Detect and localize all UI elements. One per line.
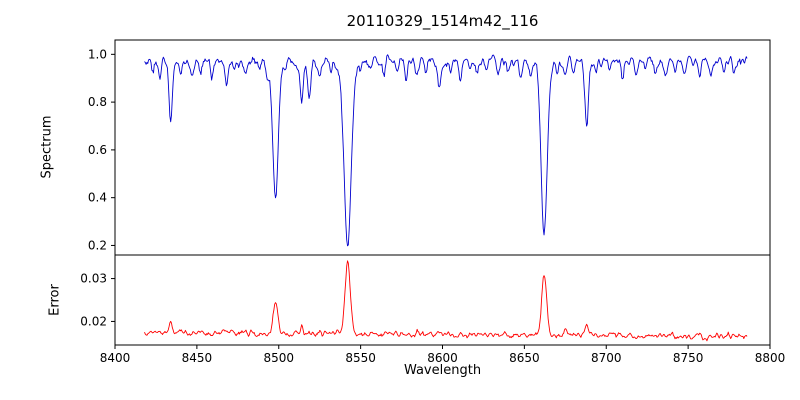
spectrum-y-tick-label: 0.4 <box>88 191 107 205</box>
x-tick-label: 8500 <box>263 351 294 365</box>
spectrum-y-tick-label: 0.6 <box>88 143 107 157</box>
x-tick-label: 8450 <box>182 351 213 365</box>
error-axes-box <box>114 254 771 346</box>
spectrum-y-tick-label: 0.2 <box>88 238 107 252</box>
x-tick-label: 8600 <box>427 351 458 365</box>
error-y-tick-label: 0.02 <box>80 314 107 328</box>
x-axis-label: Wavelength <box>403 363 482 378</box>
spectrum-y-axis-label: Spectrum <box>39 115 55 179</box>
x-tick-label: 8800 <box>755 351 786 365</box>
x-tick-label: 8750 <box>673 351 704 365</box>
x-tick-label: 8550 <box>345 351 376 365</box>
x-tick-label: 8650 <box>509 351 540 365</box>
spectrum-y-tick-label: 0.8 <box>88 95 107 109</box>
spectrum-y-tick-label: 1.0 <box>88 47 107 61</box>
x-tick-label: 8700 <box>591 351 622 365</box>
error-line <box>144 260 748 342</box>
x-tick-label: 8400 <box>100 351 131 365</box>
error-y-axis-label: Error <box>47 284 63 316</box>
spectrum-line <box>144 54 748 247</box>
error-y-tick-label: 0.03 <box>80 272 107 286</box>
plot-title: 20110329_1514m42_116 <box>346 12 539 30</box>
